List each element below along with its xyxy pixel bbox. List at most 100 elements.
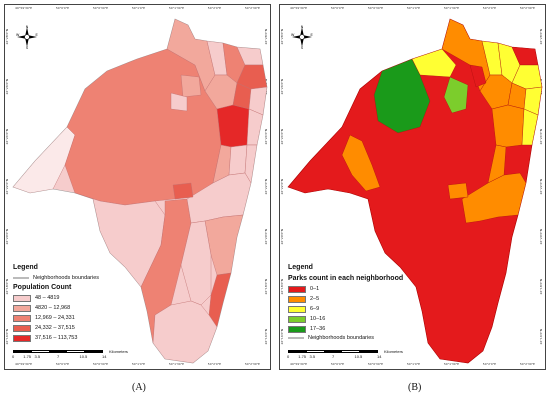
scale-bar: 0 1.75 3.5 7 10.5 14 Kilometers [287,349,428,364]
coordinate-tick-label: 49°59'30"E [290,362,308,366]
scale-label: 0 [287,354,290,359]
coordinate-tick-label: 50°1'0"E [406,6,421,10]
compass-label-south: S [301,46,304,49]
scale-bar-segments [13,350,103,353]
legend-class-row: 12,969 – 24,331 [13,314,153,322]
legend-classes: 0–1 2–5 6–9 10–16 17–36 [288,285,428,333]
legend-class-row: 10–16 [288,315,428,323]
legend-class-row: 17–36 [288,325,428,333]
legend-subtitle: Population Count [13,284,72,291]
legend-class-label: 24,332 – 37,515 [35,325,75,331]
scale-unit: Kilometers [109,349,128,354]
legend-title: Legend [288,264,313,271]
legend-class-label: 4820 – 12,968 [35,305,71,311]
coordinate-tick-label: 50°0'0"E [55,362,70,366]
neighborhood [152,300,218,363]
coordinate-tick-label: 50°0'30"E [92,362,109,366]
map-panel-parks: 49°59'30"E 50°0'0"E 50°0'30"E 50°1'0"E 50°1'… [279,4,546,370]
neighborhood [373,58,431,134]
scale-label: 1.75 [23,354,32,359]
coordinate-tick-label: 50°0'30"E [367,362,384,366]
coordinate-tick-label: 50°2'30"E [519,6,535,10]
coordinate-tick-label: 49°59'30"E [15,362,33,366]
legend-class-row: 4820 – 12,968 [13,304,153,312]
neighborhood [461,172,527,224]
coordinate-tick-label: 49°59'30"E [15,6,33,10]
coordinate-tick-label: 50°0'30"E [367,6,384,10]
neighborhood [447,182,469,200]
legend-swatch [288,305,306,313]
legend-swatch [13,314,31,322]
neighborhood [64,48,222,206]
scale-labels: 0 1.75 3.5 7 10.5 14 [12,354,153,360]
north-arrow: N W E S [15,25,39,50]
coordinate-tick-label: 50°2'0"E [482,362,497,366]
scale-label: 3.5 [309,354,316,359]
legend-swatch [288,315,306,323]
legend-swatch [288,295,306,303]
compass-label-north: N [301,25,304,29]
scale-label: 14 [377,354,382,359]
legend-class-label: 6–9 [310,306,320,312]
neighborhood [204,214,244,276]
scale-bar-segments [288,350,378,353]
coordinate-tick-label: 50°1'0"E [131,6,146,10]
coordinate-tick-label: 50°0'0"E [330,362,345,366]
legend-class-row: 2–5 [288,295,428,303]
neighborhood [228,144,248,176]
scale-label: 7 [57,354,60,359]
boundary-label: Neighborhoods boundaries [308,335,375,341]
boundary-label: Neighborhoods boundaries [33,275,100,281]
neighborhood [469,64,487,88]
longitude-ticks-top: 49°59'30"E 50°0'0"E 50°0'30"E 50°1'0"E 50°1'… [290,6,535,12]
figure-caption-b: (B) [408,382,422,393]
coordinate-tick-label: 50°0'0"E [55,6,70,10]
legend-class-row: 0–1 [288,285,428,293]
coordinate-tick-label: 50°1'30"E [168,6,184,10]
neighborhood [172,182,194,200]
legend-class-label: 37,516 – 113,753 [35,335,78,341]
compass-label-south: S [26,46,29,49]
legend-class-label: 17–36 [310,326,326,332]
scale-label: 10.5 [79,354,88,359]
coordinate-tick-label: 50°2'30"E [244,6,260,10]
coordinate-tick-label: 50°1'30"E [443,362,459,366]
longitude-ticks-bottom: 49°59'30"E 50°0'0"E 50°0'30"E 50°1'0"E 50°1'… [290,362,535,368]
compass-label-west: W [16,33,20,37]
legend-class-label: 0–1 [310,286,320,292]
compass-label-east: E [36,33,39,37]
legend-swatch [13,294,31,302]
scale-label: 1.75 [298,354,307,359]
legend-subtitle: Parks count in each neighborhood [288,275,404,282]
scale-label: 0 [12,354,15,359]
legend-swatch [288,325,306,333]
legend-boundary-entry: Neighborhoods boundaries [13,275,153,281]
coordinate-tick-label: 50°2'30"E [519,362,535,366]
legend-class-row: 48 – 4819 [13,294,153,302]
coordinate-tick-label: 50°1'30"E [168,362,184,366]
neighborhood [443,76,469,114]
compass-center [24,34,30,40]
legend-class-label: 12,969 – 24,331 [35,315,75,321]
compass-label-north: N [26,25,29,29]
legend-class-row: 6–9 [288,305,428,313]
scale-labels: 0 1.75 3.5 7 10.5 14 [287,354,428,360]
longitude-ticks-top: 49°59'30"E 50°0'0"E 50°0'30"E 50°1'0"E 50°1'… [15,6,260,12]
map-panel-population: 49°59'30"E 50°0'0"E 50°0'30"E 50°1'0"E 50°1'… [4,4,271,370]
coordinate-tick-label: 50°2'0"E [482,6,497,10]
compass-label-east: E [311,33,314,37]
neighborhood [180,220,212,306]
neighborhood [180,74,202,98]
longitude-ticks-bottom: 49°59'30"E 50°0'0"E 50°0'30"E 50°1'0"E 50°1'… [15,362,260,368]
coordinate-tick-label: 50°2'30"E [244,362,260,366]
scale-label: 3.5 [34,354,41,359]
coordinate-tick-label: 50°1'30"E [443,6,459,10]
legend-swatch [13,324,31,332]
figure-caption-a: (A) [132,382,146,393]
neighborhood [170,92,188,112]
coordinate-tick-label: 50°0'0"E [330,6,345,10]
legend-class-row: 37,516 – 113,753 [13,334,153,342]
coordinate-tick-label: 50°0'30"E [92,6,109,10]
legend-swatch [13,304,31,312]
legend-boundary-entry: Neighborhoods boundaries [288,335,428,341]
